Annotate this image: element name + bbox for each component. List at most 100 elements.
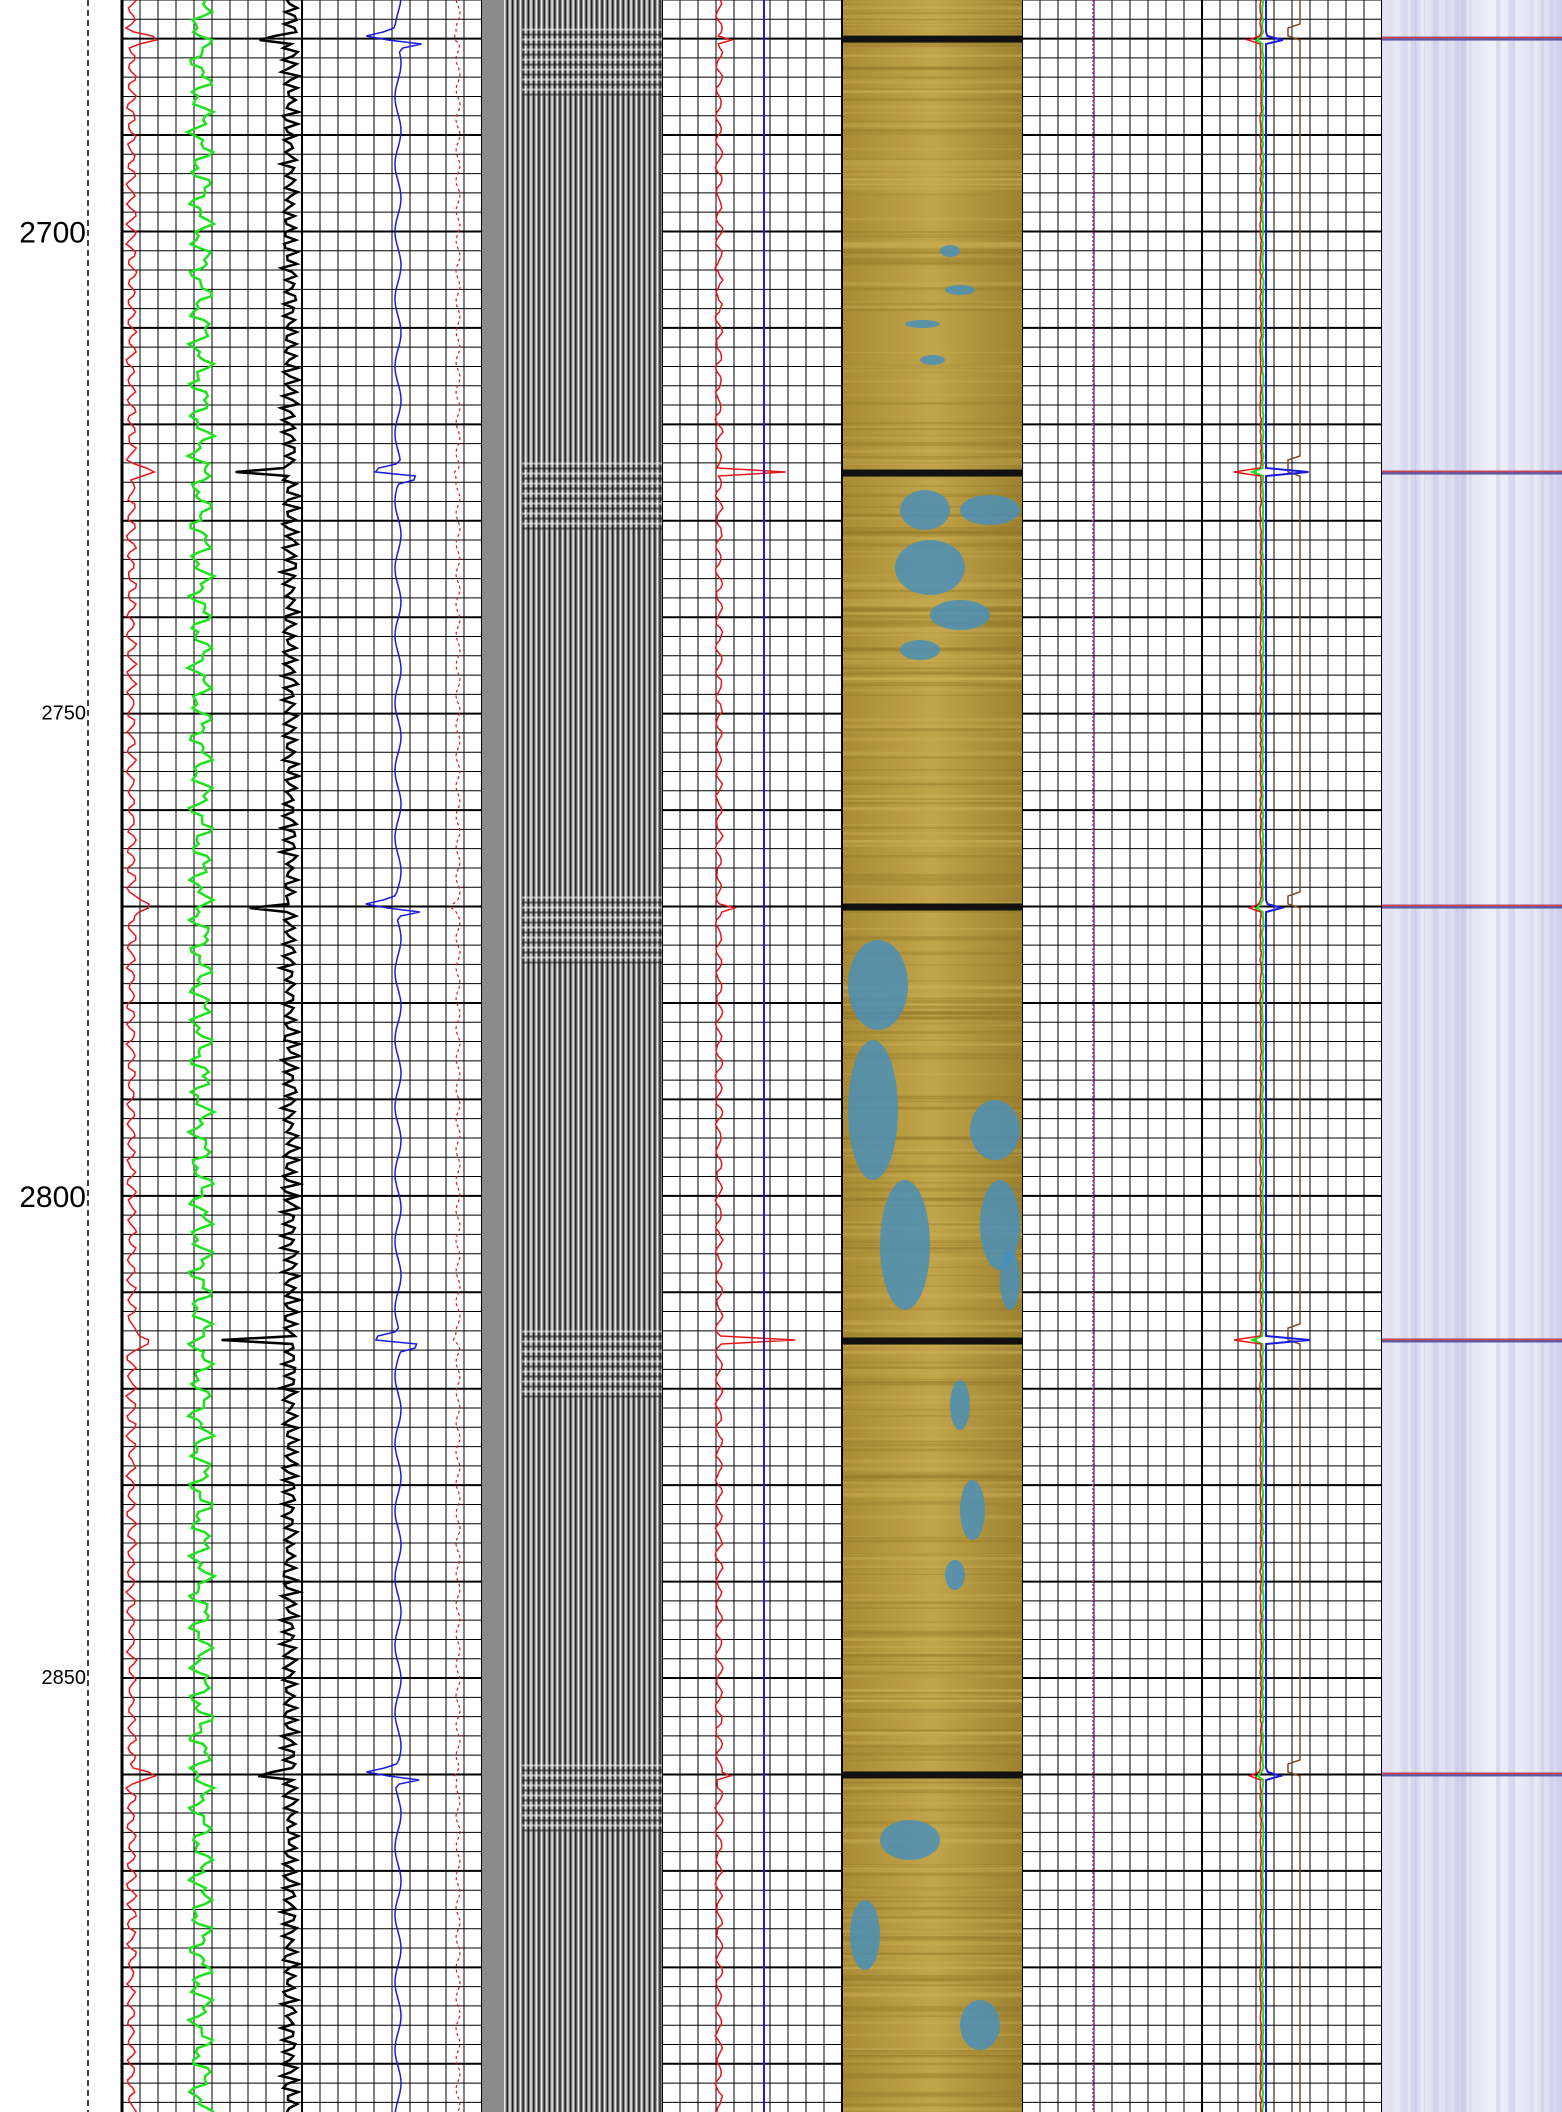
- image-streak: [843, 1295, 1022, 1299]
- image-streak: [843, 852, 1022, 855]
- waveform-trace: [633, 0, 635, 2112]
- grid-track: [1022, 0, 1202, 2112]
- image-streak: [843, 1383, 1022, 1386]
- waveform-trace: [530, 0, 532, 2112]
- image-streak: [843, 1929, 1022, 1933]
- image-streak: [843, 730, 1022, 733]
- image-streak: [843, 1148, 1022, 1153]
- image-streak: [843, 769, 1022, 771]
- image-streak: [843, 1448, 1022, 1452]
- image-streak: [843, 162, 1022, 167]
- image-streak: [843, 826, 1022, 829]
- waveform-trace: [535, 0, 537, 2112]
- waveform-noise: [522, 956, 662, 959]
- lavender-stripe: [1556, 0, 1562, 2112]
- waveform-trace: [551, 0, 553, 2112]
- image-streak: [843, 1663, 1022, 1667]
- grid-track: [302, 0, 482, 2112]
- waveform-noise: [522, 93, 662, 96]
- image-streak: [843, 97, 1022, 101]
- waveform-noise: [522, 1794, 662, 1797]
- waveform-trace: [538, 0, 540, 2112]
- image-streak: [843, 1011, 1022, 1014]
- image-streak: [843, 728, 1022, 732]
- image-streak: [843, 449, 1022, 453]
- image-streak: [843, 1634, 1022, 1636]
- image-patch: [980, 1180, 1020, 1270]
- image-streak: [843, 1808, 1022, 1811]
- depth-label: 2700: [19, 216, 86, 249]
- image-streak: [843, 1096, 1022, 1100]
- image-streak: [843, 1978, 1022, 1982]
- joint-band-lavender: [1382, 904, 1562, 909]
- waveform-trace: [640, 0, 643, 2112]
- image-streak: [843, 1729, 1022, 1732]
- image-streak: [843, 1536, 1022, 1538]
- image-streak: [843, 677, 1022, 681]
- image-streak: [843, 2006, 1022, 2010]
- image-streak: [843, 677, 1022, 681]
- waveform-trace: [622, 0, 624, 2112]
- waveform-noise: [522, 1340, 662, 1343]
- image-streak: [843, 823, 1022, 826]
- waveform-trace: [580, 0, 582, 2112]
- image-streak: [843, 1732, 1022, 1735]
- waveform-trace: [596, 0, 598, 2112]
- image-streak: [843, 394, 1022, 396]
- image-streak: [843, 1053, 1022, 1056]
- waveform-noise: [522, 58, 662, 61]
- depth-label: 2750: [42, 703, 87, 725]
- curve-red-dotted-track3: [450, 0, 461, 2112]
- waveform-noise: [522, 1355, 662, 1358]
- curve-blue-track8: [1265, 0, 1310, 2112]
- waveform-trace: [590, 0, 593, 2112]
- image-streak: [843, 442, 1022, 447]
- waveform-trace: [611, 0, 614, 2112]
- image-streak: [843, 1232, 1022, 1237]
- image-streak: [843, 169, 1022, 171]
- waveform-noise: [522, 1390, 662, 1393]
- waveform-trace: [517, 0, 519, 2112]
- image-patch: [950, 1380, 970, 1430]
- waveform-trace: [511, 0, 514, 2112]
- image-streak: [843, 937, 1022, 941]
- waveform-trace: [514, 0, 516, 2112]
- casing-joints: [843, 35, 1562, 1779]
- acoustic-image-texture: [843, 1, 1022, 2111]
- image-streak: [843, 1266, 1022, 1269]
- image-streak: [843, 794, 1022, 797]
- image-streak: [843, 1187, 1022, 1192]
- image-streak: [843, 120, 1022, 122]
- image-streak: [843, 1333, 1022, 1336]
- image-streak: [843, 1056, 1022, 1060]
- image-streak: [843, 1003, 1022, 1006]
- waveform-trace: [556, 0, 559, 2112]
- image-streak: [843, 795, 1022, 798]
- image-streak: [843, 475, 1022, 479]
- image-streak: [843, 230, 1022, 234]
- log-curves: [124, 0, 1310, 2112]
- image-streak: [843, 670, 1022, 674]
- image-streak: [843, 435, 1022, 438]
- image-streak: [843, 1198, 1022, 1202]
- waveform-noise: [522, 1814, 662, 1817]
- image-streak: [843, 628, 1022, 632]
- image-streak: [843, 1630, 1022, 1634]
- image-streak: [843, 54, 1022, 57]
- waveform-noise: [522, 472, 662, 475]
- image-patch: [850, 1900, 880, 1970]
- waveform-noise: [522, 906, 662, 909]
- image-streak: [843, 90, 1022, 93]
- image-streak: [843, 1689, 1022, 1692]
- image-streak: [843, 659, 1022, 663]
- waveform-noise: [522, 1769, 662, 1772]
- image-streak: [843, 1961, 1022, 1964]
- image-streak: [843, 531, 1022, 534]
- image-streak: [843, 1607, 1022, 1609]
- waveform-noise: [522, 951, 662, 954]
- curve-blue-track3: [365, 0, 422, 2112]
- lavender-stripe: [1466, 0, 1471, 2112]
- lavender-stripe: [1530, 0, 1535, 2112]
- lavender-stripe: [1406, 0, 1409, 2112]
- waveform-trace: [609, 0, 611, 2112]
